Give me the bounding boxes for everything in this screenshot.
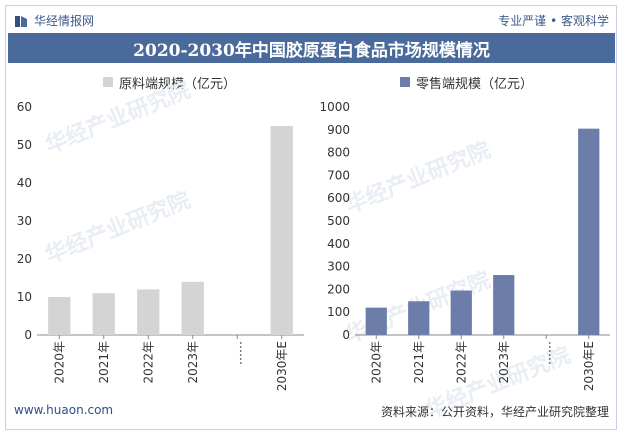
y-tick-label: 30 [17,214,32,228]
y-tick-label: 400 [327,237,350,251]
y-tick-label: 50 [17,138,32,152]
bar-retail [493,275,515,335]
y-tick-label: 700 [327,168,350,182]
x-tick-label: 2021年 [97,341,111,384]
x-tick-label: 2030年E [275,341,289,391]
bar-retail [365,307,387,335]
brand-logo-icon [15,15,27,27]
y-tick-label: 10 [17,290,32,304]
footer-site-link[interactable]: www.huaon.com [14,403,114,417]
x-tick-label: 2023年 [497,341,511,384]
legend-label-retail: 零售端规模（亿元） [416,76,534,92]
y-tick-label: 900 [327,123,350,137]
y-tick-label: 20 [17,252,32,266]
y-tick-label: 300 [327,260,350,274]
bar-retail [450,290,472,335]
brand[interactable]: 华经情报网 [14,12,94,29]
y-tick-label: 0 [24,328,32,342]
y-tick-label: 100 [327,305,350,319]
brand-name: 华经情报网 [34,14,95,28]
y-tick-label: 0 [342,328,350,342]
legend-swatch-raw-material [103,77,113,87]
chart-title-bar: 2020-2030年中国胶原蛋白食品市场规模情况 [8,33,615,63]
bar-raw-material [48,297,71,335]
legend-right: 零售端规模（亿元） [400,73,534,92]
y-tick-label: 40 [17,176,32,190]
y-tick-label: 200 [327,282,350,296]
legend-label-raw-material: 原料端规模（亿元） [119,76,237,92]
bar-retail [578,128,600,335]
legend-swatch-retail [400,77,410,87]
x-tick-label: 2023年 [186,341,200,384]
y-tick-label: 600 [327,191,350,205]
bar-raw-material [92,293,115,335]
bar-raw-material [270,126,293,335]
footer-source: 资料来源：公开资料，华经产业研究院整理 [380,405,609,419]
x-tick-label: 2021年 [412,341,426,384]
x-tick-label: …… [539,341,553,365]
x-tick-label: 2020年 [52,341,66,384]
x-tick-label: …… [230,341,244,365]
x-tick-label: 2022年 [454,341,468,384]
y-tick-label: 800 [327,146,350,160]
legend-left: 原料端规模（亿元） [103,73,237,92]
x-tick-label: 2022年 [141,341,155,384]
bar-raw-material [137,289,160,335]
tagline: 专业严谨 • 客观科学 [498,14,609,28]
y-tick-label: 500 [327,214,350,228]
bar-raw-material [181,281,204,335]
chart-frame [5,5,617,430]
y-tick-label: 1000 [319,100,350,114]
bar-retail [408,301,430,335]
y-tick-label: 60 [17,100,32,114]
x-tick-label: 2020年 [369,341,383,384]
chart-title: 2020-2030年中国胶原蛋白食品市场规模情况 [133,40,490,61]
header-bar: 华经情报网 专业严谨 • 客观科学 [14,10,609,32]
x-tick-label: 2030年E [582,341,596,391]
